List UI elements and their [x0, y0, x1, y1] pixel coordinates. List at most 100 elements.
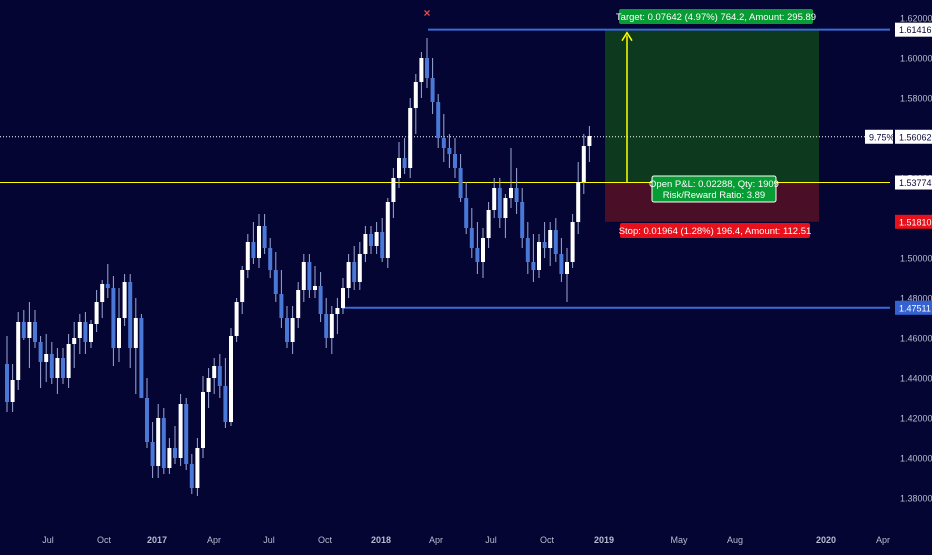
candle	[464, 182, 469, 234]
time-tick-label: 2018	[371, 535, 391, 545]
candle	[296, 282, 301, 328]
candle	[363, 226, 368, 262]
current-price-tag-text: 1.56062	[899, 132, 932, 142]
candle	[497, 178, 502, 228]
candle-body	[173, 448, 177, 458]
candle-body	[520, 202, 525, 238]
resistance-price-tag[interactable]: 1.61416	[895, 22, 932, 37]
candle-body	[408, 108, 413, 168]
current-percent-tag[interactable]: 9.75%	[865, 129, 895, 144]
candle	[458, 154, 463, 202]
candle-body	[548, 230, 553, 248]
candle-body	[10, 380, 15, 402]
candle-body	[509, 188, 513, 198]
target-arrow-head-icon	[621, 31, 633, 42]
candle-body	[273, 270, 278, 294]
time-axis[interactable]: Jul Oct 2017 Apr Jul Oct 2018 Apr Jul Oct 2019 May A…	[42, 535, 890, 545]
candle-body	[497, 188, 502, 218]
candle-body	[234, 302, 239, 336]
candle-body	[413, 82, 418, 108]
candle	[374, 222, 379, 254]
candle	[301, 254, 306, 302]
candle-body	[419, 58, 424, 82]
candle	[33, 310, 37, 348]
target-label-box	[619, 9, 813, 24]
candle	[55, 348, 60, 394]
current-percent-tag-bg	[865, 129, 893, 144]
candle	[385, 198, 390, 268]
candle-body	[341, 288, 345, 308]
candle	[509, 148, 513, 208]
price-tick-label: 1.46000	[900, 334, 932, 344]
support-price-tag[interactable]: 1.47511	[895, 300, 932, 315]
stop-price-tag[interactable]: 1.51810	[895, 214, 932, 229]
pnl-label-box[interactable]	[651, 175, 777, 203]
time-tick-label: 2019	[594, 535, 614, 545]
entry-price-tag[interactable]: 1.53774	[895, 175, 932, 190]
candle	[251, 222, 256, 264]
candle-body	[570, 222, 575, 262]
candle	[576, 162, 581, 234]
candle	[486, 202, 491, 248]
candle-body	[150, 442, 155, 466]
candle	[413, 74, 418, 134]
candle-body	[587, 136, 592, 146]
candle-body	[475, 248, 480, 262]
candle	[313, 266, 317, 298]
candle-body	[38, 342, 43, 362]
candle-body	[486, 210, 491, 238]
candle	[257, 214, 261, 268]
price-axis[interactable]: 1.38000 1.40000 1.42000 1.44000 1.46000 1.480…	[865, 14, 932, 504]
candle-body	[201, 392, 205, 448]
candle-body	[122, 282, 127, 318]
price-tick-label: 1.48000	[900, 294, 932, 304]
candle-body	[184, 404, 189, 464]
candle-body	[559, 254, 564, 274]
candle	[245, 234, 250, 278]
candle-body	[447, 148, 452, 154]
price-tick-label: 1.42000	[900, 414, 932, 424]
candle-body	[525, 238, 530, 262]
stop-price-tag-text: 1.51810	[899, 217, 932, 227]
candle-body	[251, 242, 256, 258]
candle-body	[217, 366, 222, 386]
candle	[173, 426, 177, 464]
candle-body	[464, 198, 469, 228]
candle	[139, 314, 144, 398]
candle	[587, 126, 592, 162]
target-label: Target: 0.07642 (4.97%) 764.2, Amount: 2…	[616, 12, 816, 23]
candle-body	[117, 318, 121, 348]
candle	[441, 114, 446, 162]
candle-body	[537, 242, 541, 270]
candle	[212, 358, 217, 394]
candle-body	[313, 286, 317, 290]
candle-body	[363, 234, 368, 254]
candle-body	[61, 358, 65, 378]
candle-body	[77, 322, 82, 338]
candle	[5, 336, 9, 412]
candle-body	[385, 202, 390, 258]
candle-body	[83, 322, 88, 342]
candle	[341, 278, 345, 314]
candle-body	[318, 286, 323, 314]
candle-body	[240, 270, 245, 302]
candle-body	[66, 344, 71, 378]
candle-body	[503, 198, 508, 218]
current-price-tag-bg	[895, 129, 932, 144]
current-price-tag[interactable]: 1.56062	[895, 129, 932, 144]
candle-body	[139, 318, 144, 398]
candle	[117, 288, 121, 362]
candle	[184, 398, 189, 470]
candle-body	[111, 288, 116, 348]
candle-body	[441, 138, 446, 148]
price-tick-label: 1.44000	[900, 374, 932, 384]
candle-body	[436, 102, 441, 138]
candle-body	[469, 228, 474, 248]
candle	[268, 238, 273, 278]
candle-body	[514, 188, 519, 202]
price-tick-label: 1.40000	[900, 454, 932, 464]
cross-marker-icon[interactable]: ×	[423, 6, 430, 20]
candle-body	[189, 464, 194, 488]
